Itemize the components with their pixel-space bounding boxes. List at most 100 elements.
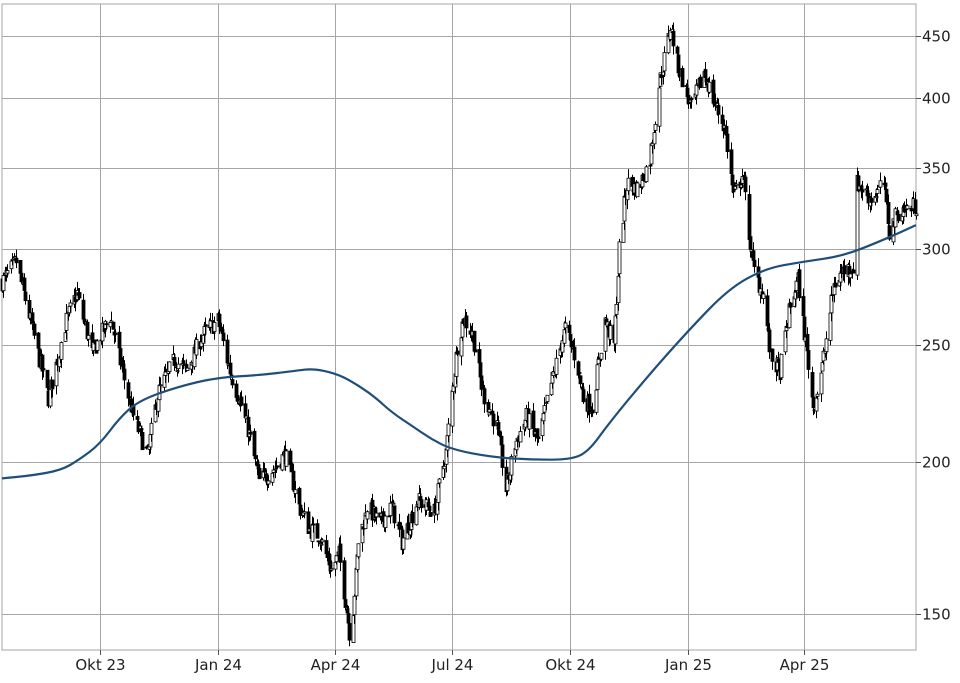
candle [563,316,568,334]
candle [886,194,891,229]
candle-body [815,393,820,397]
candle-body [704,78,709,83]
candle [689,96,694,109]
candle-body [95,340,100,351]
candle [111,321,116,330]
candle [95,339,100,352]
candle [459,333,464,366]
candle-body [577,372,582,374]
candle [617,238,622,278]
candle [455,347,460,356]
candle-body [459,337,464,357]
candle [734,179,739,189]
candle-body [734,183,739,186]
candle [122,360,127,390]
candle-body [860,189,865,193]
candle [172,352,177,371]
candle-body [410,511,415,524]
candle-body [914,213,919,217]
candle-body [886,202,891,225]
y-tick-label: 150 [922,606,951,624]
candle-body [578,375,583,385]
candle [352,594,357,624]
candle [680,65,685,88]
candle-body [545,394,550,402]
candle-body [280,454,285,471]
candle [536,434,541,443]
candle-body [878,180,883,188]
candle-body [194,339,199,356]
candle-body [590,409,595,414]
candle-body [181,360,186,364]
candle [801,288,806,317]
candle-body [689,97,694,101]
y-tick-label: 450 [922,28,951,46]
y-tick-label: 400 [922,90,951,108]
candle-body [875,189,880,194]
candle-body [509,456,514,476]
candle [320,538,325,545]
candle-body [884,188,889,203]
candle [527,411,532,438]
candle-body [820,362,825,372]
candle-body [111,321,116,330]
candle [149,417,154,442]
candle [578,375,583,388]
candle-body [694,84,699,96]
candle-body [23,291,28,302]
candle [819,370,824,402]
moving-average-line [1,224,917,480]
candle-body [172,357,177,366]
candle-body [117,331,122,349]
candle-body [542,405,547,413]
candle [814,395,819,419]
candle-body [455,350,460,355]
candle-body [497,430,502,437]
candle [824,331,829,361]
candle [662,46,667,77]
x-tick-label: Apr 25 [780,656,830,674]
candle [427,498,432,514]
candle-body [770,348,775,362]
candle-body [109,320,114,323]
candle-body [594,389,599,413]
candle [266,475,271,489]
candle [767,323,772,360]
candle-body [490,410,495,414]
candle [428,510,433,517]
candle [315,519,320,539]
candle [893,206,898,228]
candle [351,611,356,644]
candle [491,413,496,435]
candle-body [36,332,41,349]
candle [212,316,217,340]
candle-body [239,396,244,406]
candle-body [235,394,240,402]
candle-body [77,292,82,299]
candle-body [576,361,581,376]
candle [342,557,347,606]
candle [365,510,370,524]
candle-body [221,332,226,342]
candle-body [298,504,303,516]
candle-body [743,176,748,193]
candle [464,312,469,338]
candle [221,324,226,347]
candle [594,387,599,415]
candle [77,287,82,300]
candle-body [383,515,388,528]
candle-body [527,413,532,430]
candle-body [113,333,118,335]
candle-body [352,595,357,616]
candle [884,187,889,205]
candle-body [652,132,657,145]
candle [343,598,348,611]
candle [203,317,208,336]
candle [302,502,307,519]
candle-body [536,436,541,440]
candle [401,531,406,554]
candle-body [158,384,163,387]
candle [635,181,640,198]
candle-body [86,334,91,340]
candle-body [356,543,361,558]
